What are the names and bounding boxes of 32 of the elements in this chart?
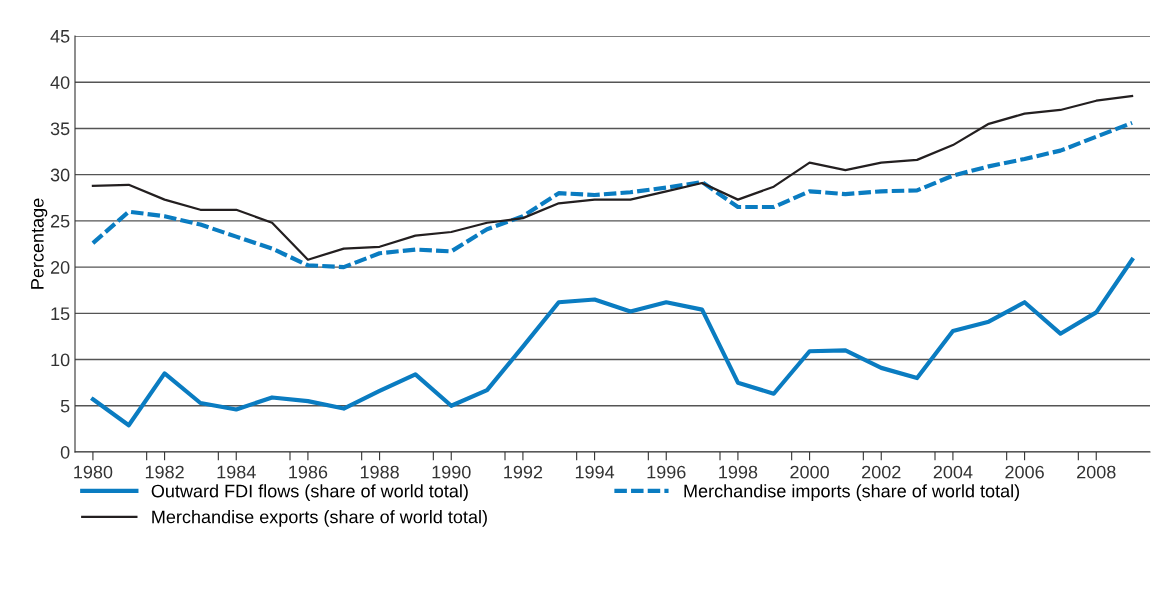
y-tick-label: 15 [51,307,70,321]
legend-label: Outward FDI flows (share of world total) [151,484,468,501]
x-tick-label: 1996 [647,465,686,479]
y-tick-label: 45 [50,30,70,43]
y-tick-label: 0 [60,445,70,459]
x-tick-label: 1998 [719,465,758,479]
x-tick-label: 2000 [790,465,829,479]
x-tick-label: 1980 [74,465,113,479]
x-tick-label: 2004 [933,465,973,479]
x-tick-label: 1988 [360,465,399,479]
x-tick-label: 1986 [289,465,328,479]
legend-label: Merchandise imports (share of world total) [684,484,1020,502]
x-tick-label: 1984 [217,465,256,479]
legend-label: Merchandise exports (share of world total) [152,510,487,527]
x-tick-label: 2008 [1077,465,1116,479]
y-tick-label: 5 [60,399,70,413]
x-tick-label: 1982 [145,465,184,479]
x-tick-label: 1994 [575,465,615,479]
y-tick-label: 10 [51,353,70,367]
x-tick-label: 1990 [432,465,471,479]
x-tick-label: 1992 [504,465,543,479]
x-tick-label: 2006 [1005,465,1044,479]
x-tick-label: 2002 [862,465,901,479]
line-series [90,257,1135,428]
y-axis-title: Percentage [31,198,48,289]
y-tick-label: 30 [50,168,70,182]
y-tick-label: 40 [50,76,70,89]
y-tick-label: 20 [50,261,70,274]
line-series [90,120,1135,270]
y-tick-label: 25 [50,214,70,228]
y-tick-label: 35 [50,122,70,136]
line-series [91,94,1134,261]
